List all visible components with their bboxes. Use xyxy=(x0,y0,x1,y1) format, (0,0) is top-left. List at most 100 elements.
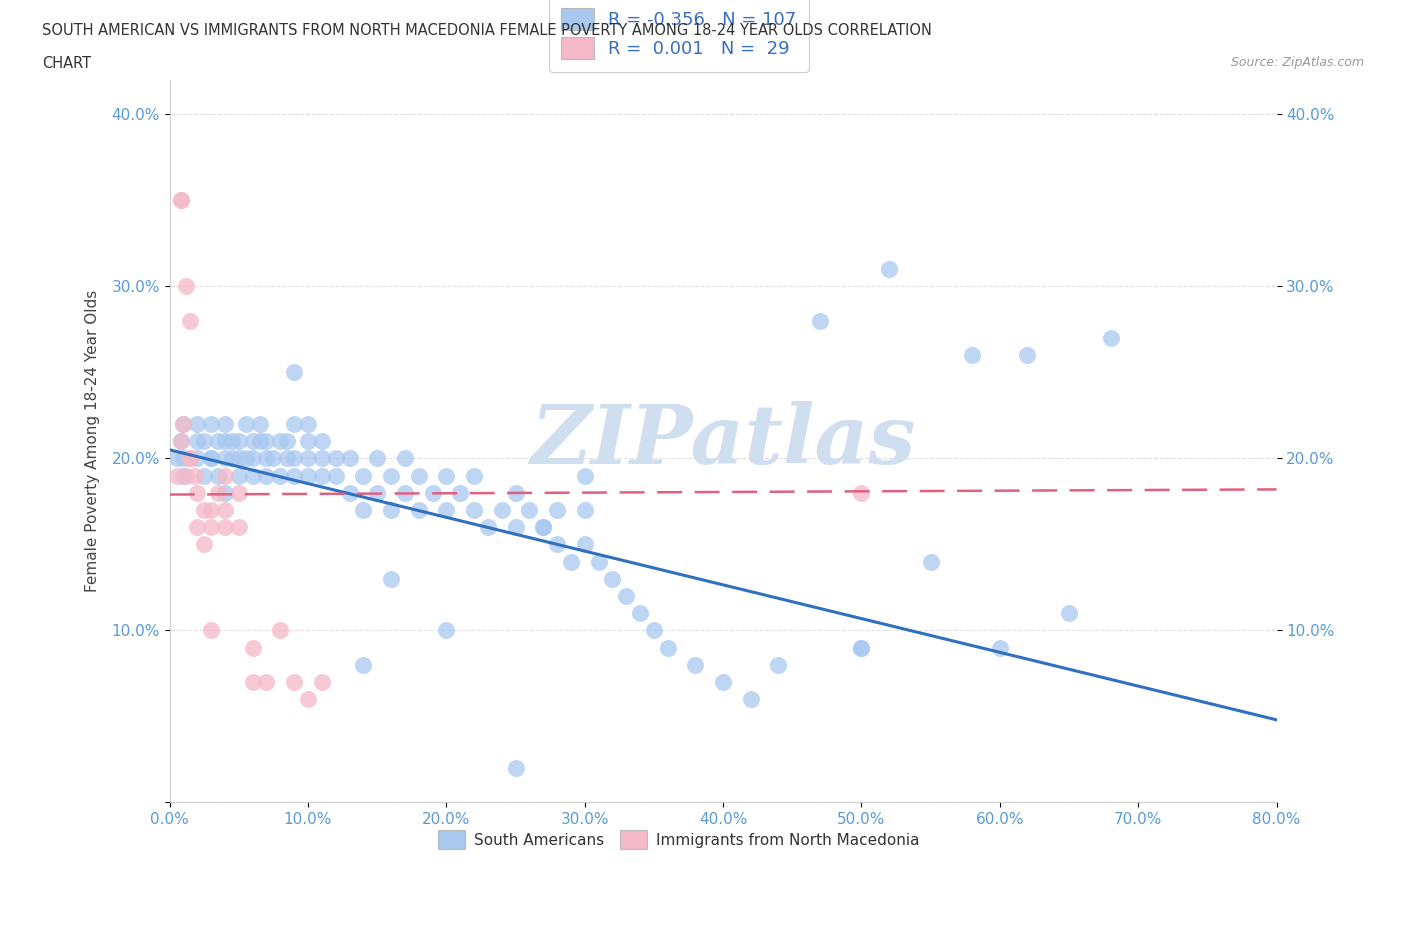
Text: Source: ZipAtlas.com: Source: ZipAtlas.com xyxy=(1230,56,1364,69)
Point xyxy=(297,433,319,448)
Point xyxy=(531,520,554,535)
Point xyxy=(200,502,222,517)
Point xyxy=(602,571,624,586)
Point xyxy=(221,451,243,466)
Point xyxy=(851,640,873,655)
Y-axis label: Female Poverty Among 18-24 Year Olds: Female Poverty Among 18-24 Year Olds xyxy=(86,290,100,592)
Point xyxy=(172,417,194,432)
Point xyxy=(256,433,278,448)
Point xyxy=(505,520,527,535)
Point xyxy=(546,502,568,517)
Point xyxy=(174,279,197,294)
Point xyxy=(262,451,284,466)
Point xyxy=(214,451,236,466)
Point xyxy=(269,623,291,638)
Point xyxy=(186,520,208,535)
Point xyxy=(574,537,596,551)
Point xyxy=(249,417,271,432)
Point xyxy=(394,485,416,500)
Text: ZIPatlas: ZIPatlas xyxy=(530,401,915,481)
Point xyxy=(214,520,236,535)
Point xyxy=(207,468,229,483)
Point xyxy=(325,451,347,466)
Point xyxy=(179,451,201,466)
Point xyxy=(283,417,305,432)
Point xyxy=(449,485,471,500)
Point xyxy=(200,451,222,466)
Point xyxy=(394,451,416,466)
Point xyxy=(380,571,402,586)
Point xyxy=(214,417,236,432)
Point xyxy=(214,502,236,517)
Point xyxy=(283,468,305,483)
Point xyxy=(380,502,402,517)
Point xyxy=(174,468,197,483)
Point xyxy=(221,433,243,448)
Point xyxy=(311,468,333,483)
Point xyxy=(269,433,291,448)
Point xyxy=(352,468,374,483)
Point xyxy=(193,537,215,551)
Point xyxy=(920,554,942,569)
Point xyxy=(214,485,236,500)
Point xyxy=(851,485,873,500)
Point xyxy=(574,502,596,517)
Point xyxy=(256,468,278,483)
Point xyxy=(877,262,900,277)
Point xyxy=(434,502,457,517)
Legend: South Americans, Immigrants from North Macedonia: South Americans, Immigrants from North M… xyxy=(427,819,931,859)
Point xyxy=(628,605,651,620)
Point xyxy=(207,485,229,500)
Point xyxy=(960,348,983,363)
Point xyxy=(614,589,637,604)
Point xyxy=(249,433,271,448)
Point xyxy=(179,451,201,466)
Point xyxy=(172,417,194,432)
Point xyxy=(685,658,707,672)
Point xyxy=(408,468,430,483)
Point xyxy=(186,451,208,466)
Point xyxy=(242,468,264,483)
Point xyxy=(193,468,215,483)
Point xyxy=(505,485,527,500)
Point xyxy=(988,640,1011,655)
Point xyxy=(434,468,457,483)
Point xyxy=(311,433,333,448)
Point xyxy=(463,502,485,517)
Text: CHART: CHART xyxy=(42,56,91,71)
Point xyxy=(242,433,264,448)
Point xyxy=(207,433,229,448)
Point xyxy=(214,468,236,483)
Point xyxy=(297,468,319,483)
Point xyxy=(297,692,319,707)
Point xyxy=(228,485,250,500)
Point xyxy=(235,417,257,432)
Point xyxy=(228,468,250,483)
Point xyxy=(808,313,831,328)
Point xyxy=(339,451,361,466)
Point xyxy=(352,502,374,517)
Point xyxy=(228,520,250,535)
Point xyxy=(170,433,193,448)
Point xyxy=(276,433,298,448)
Point xyxy=(1057,605,1080,620)
Point xyxy=(560,554,582,569)
Point xyxy=(276,451,298,466)
Point xyxy=(200,417,222,432)
Point xyxy=(339,485,361,500)
Point xyxy=(228,451,250,466)
Point xyxy=(1099,331,1122,346)
Point xyxy=(519,502,541,517)
Point xyxy=(193,502,215,517)
Point xyxy=(297,451,319,466)
Point xyxy=(166,468,188,483)
Point xyxy=(434,623,457,638)
Point xyxy=(269,468,291,483)
Point xyxy=(186,433,208,448)
Point xyxy=(242,674,264,689)
Point xyxy=(657,640,679,655)
Point xyxy=(186,485,208,500)
Point xyxy=(311,451,333,466)
Point xyxy=(311,674,333,689)
Point xyxy=(283,365,305,379)
